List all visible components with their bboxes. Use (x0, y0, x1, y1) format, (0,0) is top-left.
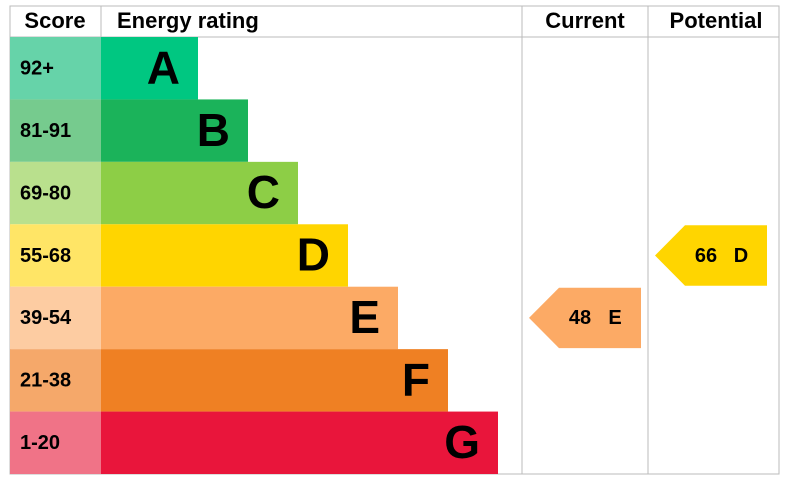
score-cell (10, 411, 101, 474)
rating-letter: B (197, 104, 230, 156)
score-cell (10, 161, 101, 225)
score-label: 55-68 (20, 245, 71, 267)
score-label: 81-91 (20, 120, 71, 142)
rating-bar (101, 161, 298, 225)
rating-arrow (655, 225, 767, 286)
potential-indicator: 66 D (655, 225, 767, 286)
rating-letter: F (402, 354, 430, 406)
header-score: Score (24, 8, 85, 33)
score-label: 1-20 (20, 432, 60, 454)
score-cell (10, 349, 101, 412)
score-label: 39-54 (20, 307, 72, 329)
rating-value: 48 (569, 307, 591, 329)
rating-letter-small: D (734, 245, 748, 267)
rating-bar (101, 37, 198, 100)
rating-letter: C (247, 166, 280, 218)
score-label: 69-80 (20, 182, 71, 204)
rating-value: 66 (695, 245, 717, 267)
rating-bar (101, 286, 398, 350)
score-label: 21-38 (20, 370, 71, 392)
header-rating: Energy rating (117, 8, 259, 33)
rating-letter: D (297, 229, 330, 281)
header-current: Current (545, 8, 625, 33)
rating-letter-small: E (608, 307, 621, 329)
rating-bar (101, 411, 498, 474)
score-cell (10, 37, 101, 100)
score-cell (10, 286, 101, 350)
rating-bar (101, 224, 348, 287)
header-potential: Potential (670, 8, 763, 33)
score-cell (10, 99, 101, 162)
rating-letter: A (147, 41, 180, 93)
rating-arrow (529, 287, 641, 349)
score-label: 92+ (20, 57, 54, 79)
score-cell (10, 224, 101, 287)
rating-letter: G (444, 416, 480, 468)
current-indicator: 48 E (529, 287, 641, 349)
rating-bar (101, 99, 248, 162)
rating-letter: E (349, 291, 380, 343)
rating-bar (101, 349, 448, 412)
